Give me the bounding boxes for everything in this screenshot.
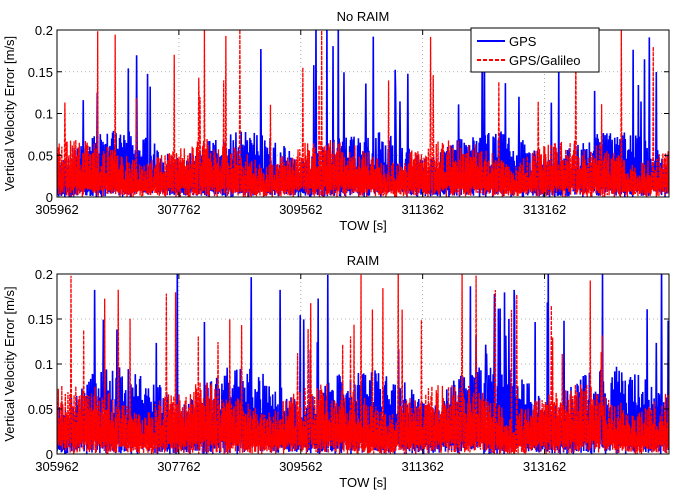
- y-tick-label: 0: [46, 447, 53, 462]
- series-line-gps-galileo: [57, 30, 669, 197]
- x-tick-label: 307762: [157, 202, 200, 217]
- y-tick-label: 0.1: [35, 107, 53, 122]
- panel-no-raim: 0 0.05 0.1 0.15 0.2 305962 307762 309562 311362 3…: [2, 9, 670, 233]
- y-tick-label: 0.1: [35, 357, 53, 372]
- x-tick-label: 311362: [401, 202, 443, 217]
- y-tick-label: 0.15: [28, 312, 53, 327]
- y-axis-label: Vertical Velocity Error [m/s]: [2, 36, 17, 191]
- x-axis-label: TOW [s]: [339, 475, 386, 490]
- x-tick-label: 309562: [279, 202, 322, 217]
- legend: GPS GPS/Galileo: [470, 27, 600, 73]
- panel-raim: 0 0.05 0.1 0.15 0.2 305962 307762 309562 311362 3…: [2, 253, 670, 490]
- x-tick-label: 309562: [279, 459, 322, 474]
- x-tick-label: 311362: [401, 459, 443, 474]
- x-tick-label: 305962: [35, 202, 78, 217]
- legend-label-gps: GPS: [509, 34, 537, 49]
- y-tick-label: 0.05: [28, 148, 53, 163]
- x-tick-label: 307762: [157, 459, 200, 474]
- y-tick-label: 0.2: [35, 267, 53, 282]
- x-axis-label: TOW [s]: [339, 218, 386, 233]
- chart-title: No RAIM: [337, 9, 390, 24]
- y-tick-label: 0.05: [28, 402, 53, 417]
- series-line-gps-galileo: [57, 274, 669, 454]
- x-tick-label: 313162: [523, 202, 566, 217]
- legend-label-gps-galileo: GPS/Galileo: [509, 53, 581, 68]
- chart-title: RAIM: [347, 253, 380, 268]
- y-tick-label: 0.15: [28, 65, 53, 80]
- y-tick-label: 0: [46, 190, 53, 205]
- x-tick-label: 313162: [523, 459, 566, 474]
- legend-box: [470, 27, 600, 73]
- y-axis-label: Vertical Velocity Error [m/s]: [2, 286, 17, 441]
- y-tick-label: 0.2: [35, 23, 53, 38]
- x-tick-label: 305962: [35, 459, 78, 474]
